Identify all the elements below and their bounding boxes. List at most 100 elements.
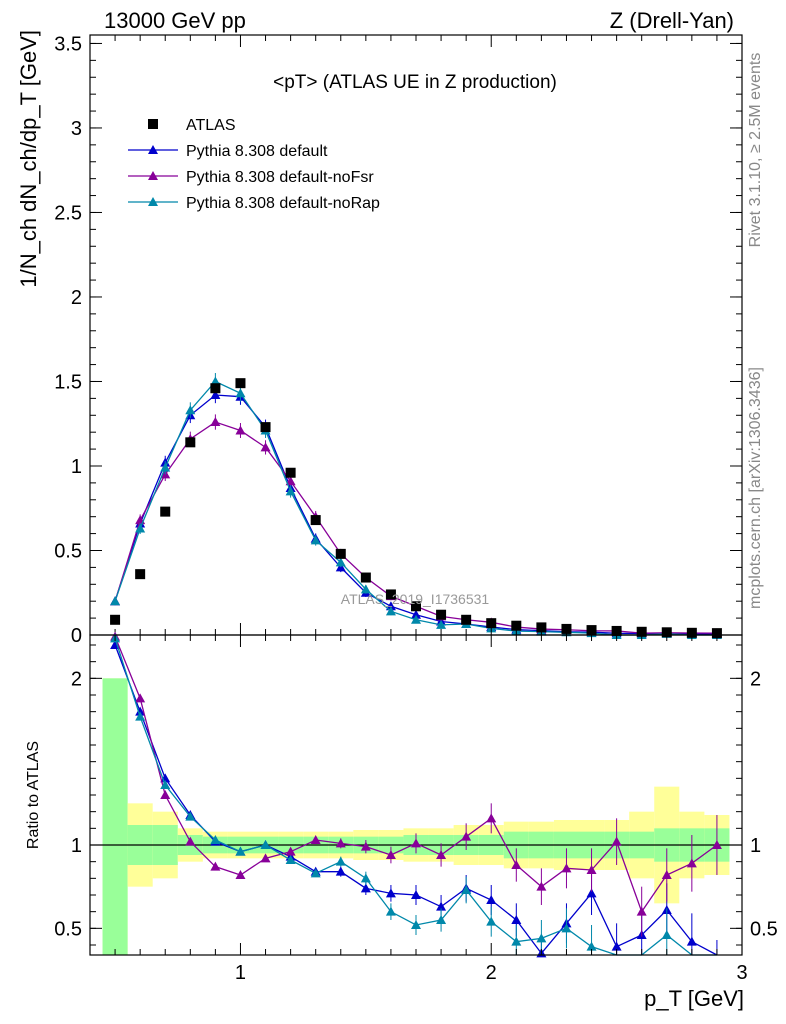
ratio-point-2 [160, 780, 171, 789]
series-point-3 [411, 614, 421, 624]
ratio-point-0 [511, 915, 522, 924]
ratio-point-2 [511, 936, 522, 946]
x-tick-label: 3 [736, 962, 747, 984]
ratio-point-0 [135, 706, 146, 716]
data-point-atlas [511, 620, 522, 631]
ratio-point-0 [586, 888, 597, 898]
ratio-point-0 [385, 888, 396, 898]
ratio-point-2 [235, 846, 246, 856]
y-tick-label: 2.5 [54, 202, 82, 224]
ratio-point-1 [385, 850, 396, 859]
ratio-y-tick-label: 0.5 [54, 918, 82, 940]
ratio-point-2 [310, 868, 321, 878]
ratio-point-1 [511, 860, 522, 869]
x-tick-label: 1 [235, 962, 246, 984]
y-axis-label: 1/N_ch dN_ch/dp_T [GeV] [16, 30, 41, 288]
series-point-3 [135, 523, 146, 533]
series-point-3 [185, 405, 196, 415]
ratio-point-1 [260, 853, 271, 863]
ratio-point-2 [135, 711, 146, 721]
y-tick-label: 1 [71, 456, 82, 478]
main-plot-panel: 0 0.5 1 1.5 2 2.5 3 3.5 <pT> (ATLAS UE in Z pro… [16, 30, 743, 647]
ratio-y-tick-label-right: 0.5 [750, 918, 778, 940]
ratio-y-tick-label: 1 [71, 835, 82, 857]
legend-marker-atlas [148, 119, 158, 129]
ratio-point-1 [686, 858, 697, 868]
ratio-point-1 [360, 841, 371, 851]
ratio-plot-data [90, 631, 742, 958]
series-point-2 [285, 476, 296, 486]
data-point-atlas [285, 467, 296, 478]
legend-marker [148, 145, 158, 154]
ratio-point-2 [335, 856, 346, 866]
ratio-point-1 [636, 906, 647, 916]
ratio-point-1 [411, 838, 421, 848]
ratio-point-2 [461, 885, 472, 894]
series-point-2 [260, 442, 271, 452]
ratio-point-2 [185, 811, 196, 821]
series-point-2 [210, 417, 221, 427]
ratio-point-1 [285, 846, 296, 856]
ratio-point-2 [260, 840, 271, 849]
ratio-point-0 [160, 773, 171, 783]
header-left: 13000 GeV pp [104, 8, 246, 33]
series-point-3 [210, 376, 221, 386]
y-tick-label: 0.5 [54, 540, 82, 562]
ratio-line-1 [114, 636, 718, 914]
ratio-line-0 [114, 644, 718, 956]
series-point-3 [235, 388, 246, 398]
series-point-2 [235, 425, 246, 435]
series-point-1 [411, 609, 421, 619]
x-axis-label: p_T [GeV] [644, 986, 744, 1011]
ratio-point-2 [661, 930, 672, 939]
data-point-atlas [260, 422, 271, 433]
ratio-line-2 [114, 638, 717, 956]
y-tick-label: 3 [71, 118, 82, 140]
data-point-atlas [461, 614, 472, 625]
data-point-atlas [360, 572, 371, 583]
chart-title: <pT> (ATLAS UE in Z production) [273, 72, 557, 93]
legend-entry: Pythia 8.308 default-noRap [186, 195, 380, 212]
ratio-point-2 [536, 933, 547, 943]
ratio-point-1 [661, 870, 672, 879]
ratio-point-1 [586, 865, 597, 874]
ratio-point-1 [436, 850, 447, 859]
ratio-point-1 [235, 870, 246, 879]
ratio-point-2 [486, 916, 497, 926]
ratio-point-1 [135, 693, 146, 703]
data-point-atlas [160, 506, 171, 517]
legend-marker [148, 171, 158, 180]
y-tick-label: 2 [71, 287, 82, 309]
data-point-atlas [536, 622, 547, 633]
ratio-point-0 [486, 895, 497, 904]
legend-entry: Pythia 8.308 default-noFsr [186, 169, 374, 186]
ratio-point-0 [686, 936, 697, 946]
watermark: ATLAS_2019_I1736531 [341, 591, 490, 607]
ratio-point-1 [160, 790, 171, 799]
legend-entry: ATLAS [186, 117, 236, 134]
rivet-label: Rivet 3.1.10, ≥ 2.5M events [747, 53, 764, 248]
series-point-3 [310, 535, 321, 545]
ratio-point-1 [335, 838, 346, 848]
ratio-point-1 [561, 863, 572, 873]
legend-entry: Pythia 8.308 default [186, 143, 328, 160]
ratio-point-1 [461, 831, 472, 841]
data-point-atlas [185, 437, 196, 448]
legend-marker [148, 197, 158, 206]
data-point-atlas [110, 614, 121, 625]
data-point-atlas [210, 383, 221, 394]
series-point-3 [110, 596, 121, 606]
series-point-3 [436, 619, 447, 629]
series-point-3 [335, 557, 346, 567]
y-tick-label: 1.5 [54, 371, 82, 393]
ratio-y-tick-label-right: 1 [750, 835, 761, 857]
data-point-atlas [310, 515, 321, 526]
main-plot-ticks: 0 0.5 1 1.5 2 2.5 3 3.5 [54, 33, 743, 647]
y-tick-label: 0 [71, 625, 82, 647]
ratio-plot-panel: 0.5 0.5 1 1 2 2 1 2 3 Ratio to ATLAS p_T [GeV] [25, 631, 778, 1011]
ratio-point-1 [486, 813, 497, 823]
mcplots-label: mcplots.cern.ch [arXiv:1306.3436] [747, 367, 764, 609]
ratio-axis-label: Ratio to ATLAS [25, 741, 42, 849]
ratio-point-2 [385, 906, 396, 916]
